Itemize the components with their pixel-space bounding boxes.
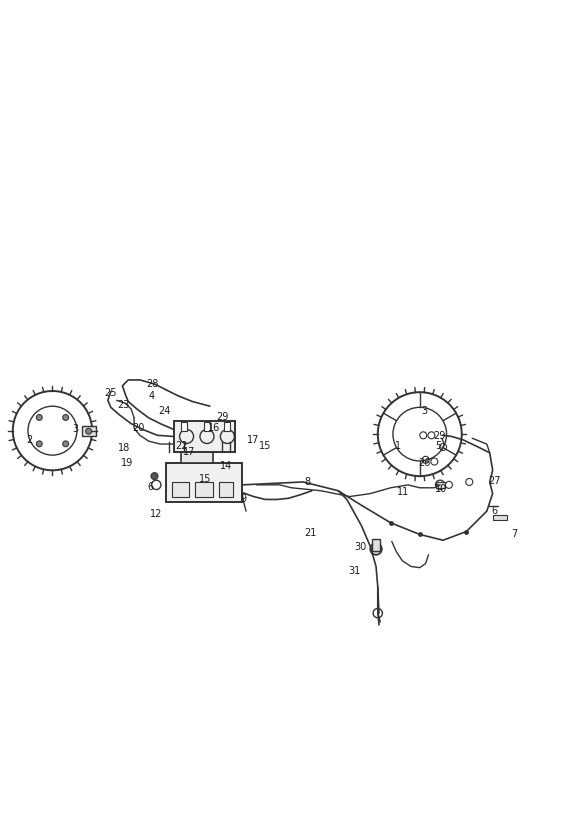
- Bar: [195, 482, 213, 497]
- Text: 31: 31: [348, 565, 361, 576]
- Text: 15: 15: [199, 474, 212, 484]
- Text: 8: 8: [305, 477, 311, 487]
- Text: 10: 10: [434, 484, 447, 494]
- Circle shape: [370, 543, 382, 555]
- Text: 11: 11: [397, 488, 410, 498]
- Text: 17: 17: [183, 447, 196, 456]
- Bar: [172, 482, 189, 497]
- Text: 15: 15: [259, 441, 272, 451]
- Bar: [204, 423, 210, 431]
- Circle shape: [36, 441, 42, 447]
- Text: 21: 21: [304, 528, 317, 538]
- Text: 12: 12: [150, 509, 163, 519]
- Bar: [184, 438, 210, 447]
- Text: 2: 2: [26, 435, 32, 445]
- Text: 25: 25: [104, 388, 117, 398]
- Bar: [82, 426, 96, 437]
- Text: 1: 1: [395, 441, 401, 451]
- Text: 24: 24: [158, 406, 171, 416]
- Bar: [224, 423, 230, 431]
- Bar: [219, 482, 233, 497]
- Text: 19: 19: [121, 458, 134, 468]
- Bar: [174, 421, 235, 452]
- Text: 9: 9: [241, 494, 247, 504]
- Text: 20: 20: [132, 424, 145, 433]
- Text: 28: 28: [146, 379, 159, 389]
- Text: 22: 22: [175, 441, 188, 451]
- Text: 23: 23: [117, 400, 130, 410]
- Text: 16: 16: [208, 424, 221, 433]
- Bar: [436, 482, 445, 488]
- Text: 30: 30: [354, 542, 367, 552]
- Circle shape: [151, 473, 158, 480]
- Circle shape: [86, 428, 92, 434]
- Circle shape: [36, 414, 42, 420]
- Text: 7: 7: [511, 530, 517, 540]
- Bar: [181, 423, 187, 431]
- Text: 29: 29: [433, 432, 446, 442]
- Bar: [493, 515, 507, 520]
- Text: 6: 6: [491, 506, 497, 516]
- Circle shape: [63, 414, 69, 420]
- Bar: [372, 539, 380, 550]
- Text: 18: 18: [117, 443, 130, 453]
- Text: 6: 6: [147, 481, 153, 492]
- Text: 3: 3: [73, 424, 79, 434]
- Text: 17: 17: [247, 435, 260, 445]
- Text: 27: 27: [488, 475, 501, 486]
- Bar: [181, 447, 213, 463]
- Text: 3: 3: [422, 406, 427, 416]
- Text: 26: 26: [418, 458, 431, 468]
- Text: 5: 5: [436, 441, 441, 451]
- Circle shape: [63, 441, 69, 447]
- Text: 14: 14: [220, 461, 233, 471]
- Text: 4: 4: [149, 391, 154, 400]
- Bar: [166, 463, 242, 503]
- Text: 29: 29: [216, 412, 229, 422]
